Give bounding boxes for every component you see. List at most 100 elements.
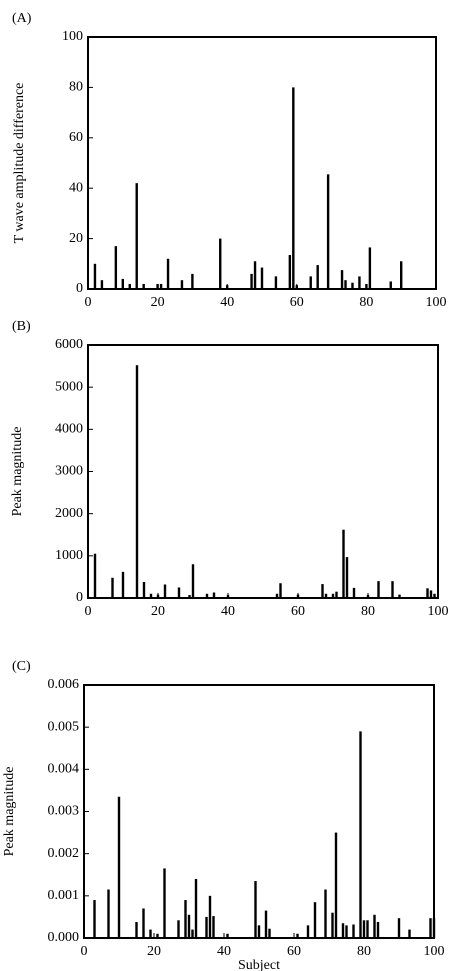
y-tick-label: 0 [76, 590, 83, 605]
x-tick-label: 0 [81, 944, 88, 959]
bar [163, 584, 167, 598]
bar [335, 591, 338, 598]
bar [397, 918, 401, 938]
bar [142, 283, 145, 289]
x-tick-label: 80 [359, 295, 373, 310]
y-tick-label: 4000 [55, 422, 83, 437]
bar [342, 529, 345, 598]
x-tick-label: 0 [85, 604, 92, 619]
bar [398, 594, 401, 598]
bar [362, 920, 366, 938]
x-axis-label: Subject [238, 958, 280, 971]
bar [275, 593, 279, 598]
bar [366, 920, 369, 938]
bar [142, 581, 146, 598]
y-axis-label: Peak magnitude [2, 767, 17, 857]
x-tick-label: 40 [221, 604, 235, 619]
bar [191, 273, 194, 289]
bar [376, 921, 380, 938]
bar [359, 731, 362, 938]
y-tick-label: 1000 [55, 548, 83, 563]
y-tick-label: 5000 [55, 379, 83, 394]
bar [93, 263, 97, 289]
y-tick-label: 3000 [55, 464, 83, 479]
bar [426, 588, 429, 598]
bar [292, 87, 295, 290]
bar [205, 593, 209, 598]
bar [163, 868, 166, 938]
x-tick-label: 60 [291, 604, 305, 619]
bar [208, 895, 212, 938]
bar [254, 881, 257, 938]
bar [400, 261, 403, 289]
bar [433, 593, 436, 598]
bar [296, 933, 299, 938]
bar [188, 595, 191, 598]
bar [331, 912, 334, 938]
x-tick-label: 80 [357, 944, 371, 959]
bar [306, 925, 310, 938]
bar [128, 283, 131, 289]
bar [194, 878, 198, 938]
bar [260, 267, 264, 289]
bar [274, 276, 278, 289]
y-tick-label: 0.001 [48, 888, 80, 903]
x-tick-label: 0 [85, 295, 92, 310]
x-tick-label: 20 [151, 604, 165, 619]
bar [219, 238, 222, 289]
bar [166, 258, 170, 289]
bar [352, 924, 355, 938]
bar [268, 928, 271, 938]
bar [345, 925, 348, 938]
x-tick-label: 80 [361, 604, 375, 619]
bar [149, 593, 153, 598]
bar [344, 280, 347, 289]
bar [191, 564, 195, 598]
bar [358, 276, 361, 289]
bar [93, 900, 96, 938]
bar [187, 914, 191, 938]
plot-frame [87, 36, 437, 290]
plot-frame [83, 684, 435, 939]
x-tick-label: 60 [287, 944, 301, 959]
x-tick-label: 100 [426, 295, 447, 310]
bar [212, 916, 215, 938]
bar [117, 796, 121, 938]
y-tick-label: 0.002 [48, 846, 80, 861]
bar [316, 265, 319, 289]
bar [226, 933, 229, 938]
bar [309, 276, 312, 289]
y-tick-label: 20 [69, 231, 83, 246]
bar [184, 900, 187, 938]
y-tick-label: 100 [62, 29, 83, 44]
x-tick-label: 20 [147, 944, 161, 959]
panel-label: (A) [12, 11, 32, 26]
bar [377, 581, 380, 598]
bar [142, 908, 145, 938]
y-tick-label: 40 [69, 180, 83, 195]
bar [341, 923, 345, 938]
bar [340, 270, 344, 289]
y-tick-label: 60 [69, 130, 83, 145]
bar [324, 889, 327, 938]
y-tick-label: 0.000 [48, 930, 80, 945]
bar [156, 933, 159, 938]
y-axis-label: T wave amplitude difference [12, 83, 27, 244]
bar [429, 590, 433, 598]
panel-label: (C) [12, 659, 31, 674]
bar [111, 577, 114, 598]
y-axis-label: Peak magnitude [10, 427, 25, 517]
bar [368, 247, 372, 289]
bar [250, 273, 253, 289]
bar [334, 832, 338, 938]
y-tick-label: 0.006 [48, 677, 80, 692]
bar [324, 593, 328, 598]
bar [121, 571, 125, 598]
y-tick-label: 0.005 [48, 719, 80, 734]
x-tick-label: 40 [217, 944, 231, 959]
y-tick-label: 80 [69, 80, 83, 95]
bar [331, 593, 335, 598]
bar [321, 584, 324, 598]
x-tick-label: 100 [428, 604, 449, 619]
